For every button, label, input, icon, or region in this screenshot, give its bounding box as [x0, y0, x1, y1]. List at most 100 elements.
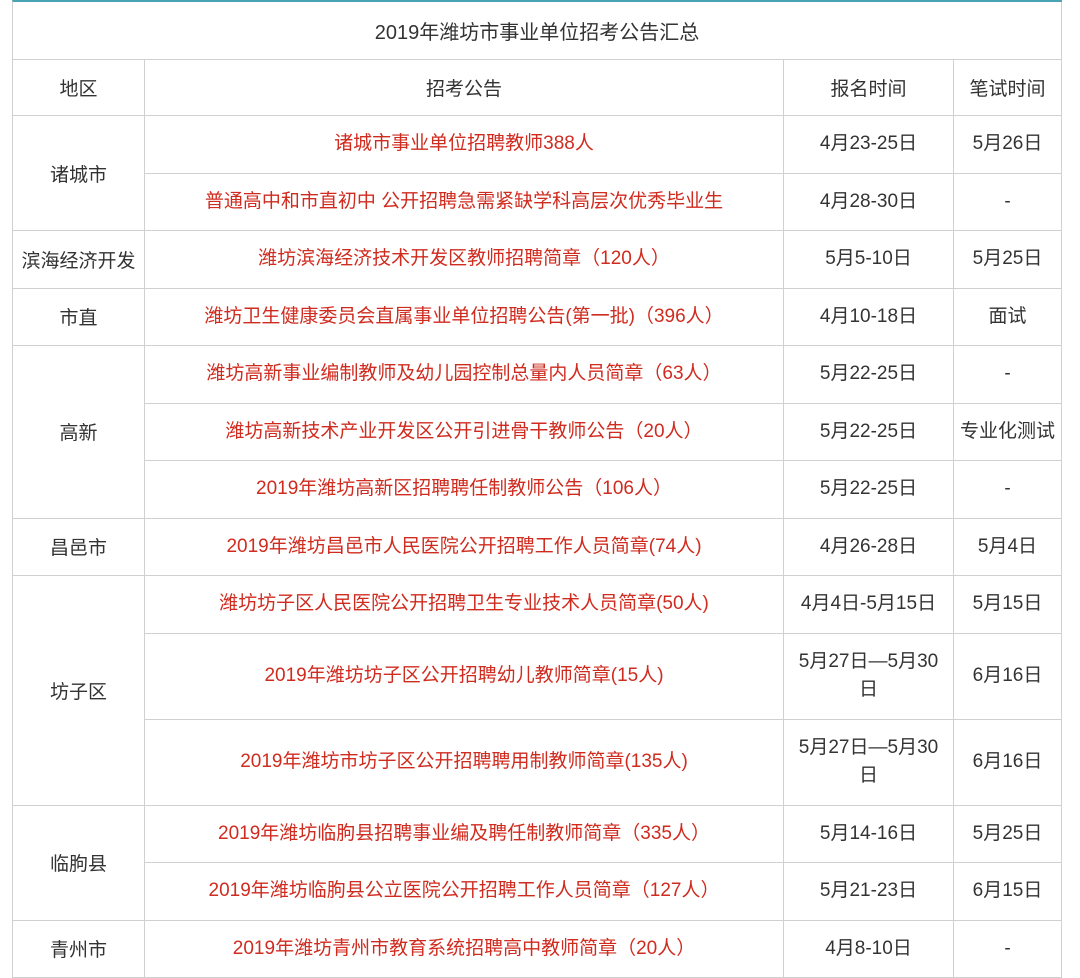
- exam-date: 专业化测试: [954, 404, 1062, 462]
- table-row: 普通高中和市直初中 公开招聘急需紧缺学科高层次优秀毕业生 4月28-30日-: [145, 174, 1062, 232]
- region-label: 坊子区: [13, 576, 145, 806]
- notice-link-cell[interactable]: 2019年潍坊坊子区公开招聘幼儿教师简章(15人): [145, 634, 784, 720]
- signup-date: 5月27日—5月30日: [784, 634, 954, 720]
- notice-link-cell[interactable]: 2019年潍坊高新区招聘聘任制教师公告（106人）: [145, 461, 784, 519]
- region-label: 滨海经济开发: [13, 231, 145, 289]
- summary-table: 2019年潍坊市事业单位招考公告汇总 地区 招考公告 报名时间 笔试时间 诸城市…: [12, 0, 1062, 978]
- region-group: 坊子区 潍坊坊子区人民医院公开招聘卫生专业技术人员简章(50人) 4月4日-5月15…: [13, 576, 1062, 806]
- region-rows: 潍坊卫生健康委员会直属事业单位招聘公告(第一批)（396人） 4月10-18日面试: [145, 289, 1062, 347]
- region-rows: 潍坊高新事业编制教师及幼儿园控制总量内人员简章（63人）5月22-25日-潍坊高…: [145, 346, 1062, 519]
- table-row: 2019年潍坊高新区招聘聘任制教师公告（106人） 5月22-25日-: [145, 461, 1062, 519]
- header-exam: 笔试时间: [954, 60, 1062, 116]
- notice-link[interactable]: 普通高中和市直初中 公开招聘急需紧缺学科高层次优秀毕业生: [205, 188, 723, 217]
- notice-link[interactable]: 2019年潍坊临朐县招聘事业编及聘任制教师简章（335人）: [218, 820, 710, 849]
- notice-link-cell[interactable]: 潍坊坊子区人民医院公开招聘卫生专业技术人员简章(50人): [145, 576, 784, 634]
- signup-date: 4月23-25日: [784, 116, 954, 174]
- region-group: 市直潍坊卫生健康委员会直属事业单位招聘公告(第一批)（396人）4月10-18日…: [13, 289, 1062, 347]
- table-header-row: 地区 招考公告 报名时间 笔试时间: [13, 60, 1062, 116]
- signup-date: 5月22-25日: [784, 404, 954, 462]
- signup-date: 5月21-23日: [784, 863, 954, 921]
- region-label: 高新: [13, 346, 145, 519]
- region-rows: 2019年潍坊昌邑市人民医院公开招聘工作人员简章(74人) 4月26-28日5月4…: [145, 519, 1062, 577]
- notice-link-cell[interactable]: 潍坊滨海经济技术开发区教师招聘简章（120人）: [145, 231, 784, 289]
- notice-link[interactable]: 2019年潍坊市坊子区公开招聘聘用制教师简章(135人): [240, 748, 688, 777]
- exam-date: 5月25日: [954, 231, 1062, 289]
- notice-link-cell[interactable]: 2019年潍坊昌邑市人民医院公开招聘工作人员简章(74人): [145, 519, 784, 577]
- notice-link[interactable]: 2019年潍坊坊子区公开招聘幼儿教师简章(15人): [264, 662, 663, 691]
- exam-date: 6月15日: [954, 863, 1062, 921]
- exam-date: -: [954, 346, 1062, 404]
- table-title: 2019年潍坊市事业单位招考公告汇总: [13, 2, 1062, 60]
- notice-link-cell[interactable]: 2019年潍坊临朐县招聘事业编及聘任制教师简章（335人）: [145, 806, 784, 864]
- exam-date: 6月16日: [954, 720, 1062, 806]
- exam-date: 5月25日: [954, 806, 1062, 864]
- signup-date: 5月27日—5月30日: [784, 720, 954, 806]
- table-row: 诸城市事业单位招聘教师388人 4月23-25日5月26日: [145, 116, 1062, 174]
- region-group: 临朐县2019年潍坊临朐县招聘事业编及聘任制教师简章（335人）5月14-16日…: [13, 806, 1062, 921]
- region-rows: 潍坊坊子区人民医院公开招聘卫生专业技术人员简章(50人)4月4日-5月15日5月…: [145, 576, 1062, 806]
- notice-link[interactable]: 诸城市事业单位招聘教师388人: [334, 130, 594, 159]
- table-row: 潍坊高新技术产业开发区公开引进骨干教师公告（20人） 5月22-25日专业化测试: [145, 404, 1062, 462]
- signup-date: 5月22-25日: [784, 346, 954, 404]
- table-row: 2019年潍坊临朐县公立医院公开招聘工作人员简章（127人） 5月21-23日6月…: [145, 863, 1062, 921]
- signup-date: 4月8-10日: [784, 921, 954, 978]
- table-row: 2019年潍坊青州市教育系统招聘高中教师简章（20人） 4月8-10日-: [145, 921, 1062, 978]
- region-label: 临朐县: [13, 806, 145, 921]
- notice-link-cell[interactable]: 潍坊高新事业编制教师及幼儿园控制总量内人员简章（63人）: [145, 346, 784, 404]
- signup-date: 5月5-10日: [784, 231, 954, 289]
- notice-link[interactable]: 2019年潍坊临朐县公立医院公开招聘工作人员简章（127人）: [209, 877, 720, 906]
- signup-date: 4月10-18日: [784, 289, 954, 347]
- region-group: 滨海经济开发 潍坊滨海经济技术开发区教师招聘简章（120人） 5月5-10日5月25…: [13, 231, 1062, 289]
- exam-date: 面试: [954, 289, 1062, 347]
- exam-date: -: [954, 174, 1062, 232]
- region-rows: 2019年潍坊临朐县招聘事业编及聘任制教师简章（335人）5月14-16日5月2…: [145, 806, 1062, 921]
- exam-date: 6月16日: [954, 634, 1062, 720]
- exam-date: 5月4日: [954, 519, 1062, 577]
- exam-date: 5月26日: [954, 116, 1062, 174]
- notice-link[interactable]: 潍坊卫生健康委员会直属事业单位招聘公告(第一批)（396人）: [204, 303, 723, 332]
- table-row: 潍坊坊子区人民医院公开招聘卫生专业技术人员简章(50人) 4月4日-5月15日5月…: [145, 576, 1062, 634]
- notice-link-cell[interactable]: 诸城市事业单位招聘教师388人: [145, 116, 784, 174]
- notice-link[interactable]: 潍坊坊子区人民医院公开招聘卫生专业技术人员简章(50人): [219, 590, 709, 619]
- region-rows: 潍坊滨海经济技术开发区教师招聘简章（120人） 5月5-10日5月25日: [145, 231, 1062, 289]
- notice-link[interactable]: 2019年潍坊青州市教育系统招聘高中教师简章（20人）: [233, 935, 695, 964]
- region-label: 昌邑市: [13, 519, 145, 577]
- notice-link[interactable]: 2019年潍坊昌邑市人民医院公开招聘工作人员简章(74人): [226, 533, 701, 562]
- table-row: 2019年潍坊临朐县招聘事业编及聘任制教师简章（335人）5月14-16日5月2…: [145, 806, 1062, 864]
- notice-link-cell[interactable]: 潍坊高新技术产业开发区公开引进骨干教师公告（20人）: [145, 404, 784, 462]
- table-row: 2019年潍坊昌邑市人民医院公开招聘工作人员简章(74人) 4月26-28日5月4…: [145, 519, 1062, 577]
- region-rows: 2019年潍坊青州市教育系统招聘高中教师简章（20人） 4月8-10日-: [145, 921, 1062, 978]
- notice-link-cell[interactable]: 潍坊卫生健康委员会直属事业单位招聘公告(第一批)（396人）: [145, 289, 784, 347]
- table-row: 潍坊卫生健康委员会直属事业单位招聘公告(第一批)（396人） 4月10-18日面试: [145, 289, 1062, 347]
- notice-link-cell[interactable]: 2019年潍坊临朐县公立医院公开招聘工作人员简章（127人）: [145, 863, 784, 921]
- exam-date: -: [954, 461, 1062, 519]
- region-group: 昌邑市 2019年潍坊昌邑市人民医院公开招聘工作人员简章(74人) 4月26-28日…: [13, 519, 1062, 577]
- signup-date: 5月22-25日: [784, 461, 954, 519]
- table-row: 潍坊滨海经济技术开发区教师招聘简章（120人） 5月5-10日5月25日: [145, 231, 1062, 289]
- notice-link[interactable]: 潍坊高新技术产业开发区公开引进骨干教师公告（20人）: [225, 418, 702, 447]
- notice-link[interactable]: 潍坊滨海经济技术开发区教师招聘简章（120人）: [258, 245, 670, 274]
- header-signup: 报名时间: [784, 60, 954, 116]
- region-rows: 诸城市事业单位招聘教师388人4月23-25日5月26日普通高中和市直初中 公开…: [145, 116, 1062, 231]
- notice-link[interactable]: 2019年潍坊高新区招聘聘任制教师公告（106人）: [256, 475, 672, 504]
- region-label: 青州市: [13, 921, 145, 978]
- region-group: 高新潍坊高新事业编制教师及幼儿园控制总量内人员简章（63人）5月22-25日-潍…: [13, 346, 1062, 519]
- header-notice: 招考公告: [145, 60, 784, 116]
- table-row: 2019年潍坊市坊子区公开招聘聘用制教师简章(135人) 5月27日—5月30日6…: [145, 720, 1062, 806]
- signup-date: 4月26-28日: [784, 519, 954, 577]
- table-row: 潍坊高新事业编制教师及幼儿园控制总量内人员简章（63人） 5月22-25日-: [145, 346, 1062, 404]
- header-region: 地区: [13, 60, 145, 116]
- notice-link-cell[interactable]: 2019年潍坊青州市教育系统招聘高中教师简章（20人）: [145, 921, 784, 978]
- region-label: 诸城市: [13, 116, 145, 231]
- table-body: 诸城市诸城市事业单位招聘教师388人4月23-25日5月26日普通高中和市直初中…: [13, 116, 1062, 978]
- exam-date: -: [954, 921, 1062, 978]
- table-row: 2019年潍坊坊子区公开招聘幼儿教师简章(15人) 5月27日—5月30日6月16…: [145, 634, 1062, 720]
- region-group: 诸城市诸城市事业单位招聘教师388人4月23-25日5月26日普通高中和市直初中…: [13, 116, 1062, 231]
- region-group: 青州市 2019年潍坊青州市教育系统招聘高中教师简章（20人） 4月8-10日-: [13, 921, 1062, 978]
- signup-date: 4月28-30日: [784, 174, 954, 232]
- exam-date: 5月15日: [954, 576, 1062, 634]
- notice-link-cell[interactable]: 普通高中和市直初中 公开招聘急需紧缺学科高层次优秀毕业生: [145, 174, 784, 232]
- notice-link[interactable]: 潍坊高新事业编制教师及幼儿园控制总量内人员简章（63人）: [206, 360, 721, 389]
- signup-date: 4月4日-5月15日: [784, 576, 954, 634]
- notice-link-cell[interactable]: 2019年潍坊市坊子区公开招聘聘用制教师简章(135人): [145, 720, 784, 806]
